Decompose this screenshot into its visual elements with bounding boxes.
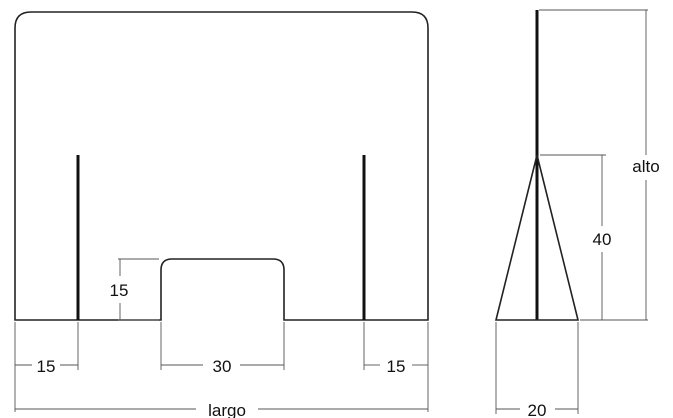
dim-right-label: 15 [387, 357, 406, 376]
dim-base-label: 20 [528, 401, 547, 418]
front-view: 15 30 15 15 largo [14, 11, 429, 418]
front-dimension-lines [15, 259, 428, 410]
dim-opening-height-label: 15 [110, 281, 129, 300]
side-dimension-lines [496, 10, 647, 410]
dim-left-label: 15 [37, 357, 56, 376]
dim-height-label: alto [632, 157, 659, 176]
triangular-support [494, 154, 580, 321]
dim-width-label: largo [208, 401, 246, 418]
dim-support-height-label: 40 [593, 230, 612, 249]
dim-middle-label: 30 [213, 357, 232, 376]
panel-outline [14, 11, 429, 321]
side-extension-lines [495, 9, 648, 414]
front-extension-lines [14, 258, 429, 412]
side-view: alto 40 20 [494, 9, 660, 418]
